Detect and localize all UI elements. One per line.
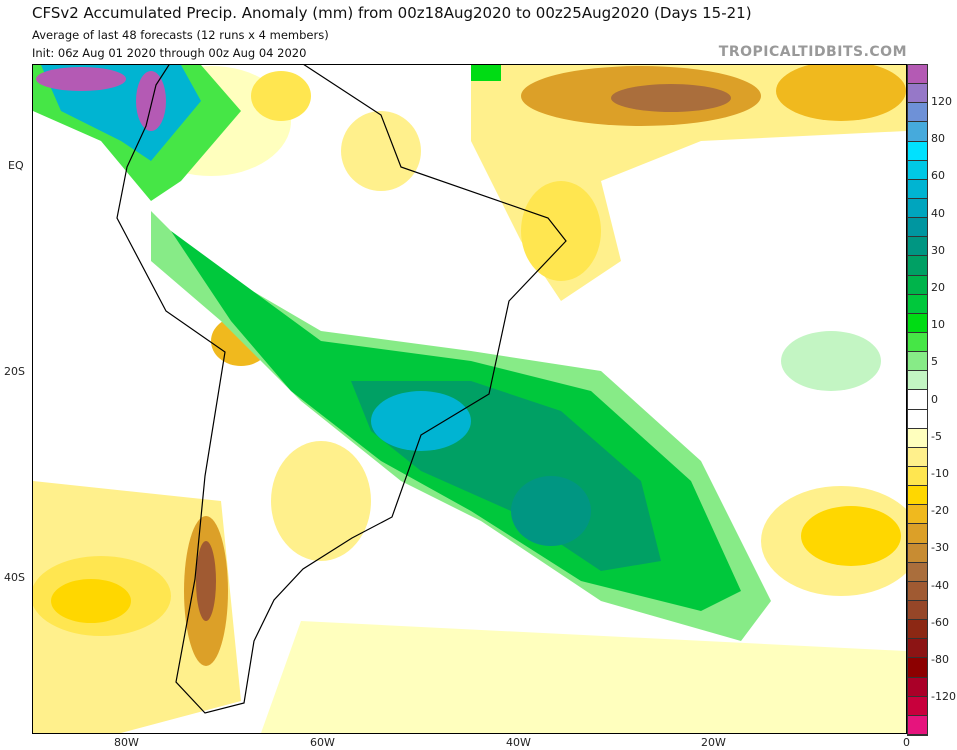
colorbar-swatch [908, 141, 927, 161]
colorbar-swatch [908, 122, 927, 142]
colorbar-swatch [908, 409, 927, 429]
colorbar-label: 20 [931, 281, 945, 294]
colorbar-label: 80 [931, 132, 945, 146]
colorbar-swatch [908, 524, 927, 544]
colorbar-swatch [908, 390, 927, 410]
map-subtitle: Average of last 48 forecasts (12 runs x … [32, 28, 329, 42]
lat-label-20s: 20S [4, 365, 25, 378]
colorbar-label: 30 [931, 243, 945, 257]
colorbar-swatch [908, 256, 927, 276]
init-time: Init: 06z Aug 01 2020 through 00z Aug 04… [32, 46, 307, 60]
colorbar-swatch [908, 639, 927, 659]
lon-label-60w: 60W [310, 736, 335, 749]
colorbar [907, 64, 928, 736]
colorbar-swatch [908, 103, 927, 123]
colorbar-label: 10 [931, 318, 945, 332]
colorbar-label: -30 [931, 541, 949, 555]
precip-anomaly-map [32, 64, 907, 734]
colorbar-swatch [908, 179, 927, 199]
colorbar-label: 0 [931, 392, 938, 406]
lon-label-80w: 80W [114, 736, 139, 749]
brand-watermark: TROPICALTIDBITS.COM [718, 44, 907, 60]
colorbar-label: -5 [931, 429, 942, 443]
lon-label-40w: 40W [506, 736, 531, 749]
map-title: CFSv2 Accumulated Precip. Anomaly (mm) f… [32, 4, 752, 22]
lon-label-20w: 20W [701, 736, 726, 749]
wet-anomaly-regions [33, 65, 881, 641]
colorbar-swatch [908, 160, 927, 180]
lat-label-40s: 40S [4, 571, 25, 584]
lat-label-eq: EQ [8, 159, 24, 172]
colorbar-swatch [908, 562, 927, 582]
colorbar-label: 40 [931, 206, 945, 220]
colorbar-swatch [908, 677, 927, 697]
colorbar-swatch [908, 218, 927, 238]
colorbar-swatch [908, 447, 927, 467]
colorbar-swatch [908, 428, 927, 448]
colorbar-swatch [908, 237, 927, 257]
colorbar-label: -40 [931, 578, 949, 592]
colorbar-label: 5 [931, 355, 938, 369]
colorbar-swatch [908, 505, 927, 525]
colorbar-swatch [908, 294, 927, 314]
colorbar-swatch [908, 543, 927, 563]
colorbar-label: -10 [931, 467, 949, 480]
colorbar-swatch [908, 620, 927, 640]
colorbar-swatch [908, 371, 927, 391]
colorbar-label: -80 [931, 653, 949, 666]
colorbar-swatch [908, 658, 927, 678]
colorbar-swatch [908, 581, 927, 601]
colorbar-swatch [908, 84, 927, 104]
colorbar-label: 60 [931, 169, 945, 183]
colorbar-swatch [908, 275, 927, 295]
colorbar-swatch [908, 313, 927, 333]
colorbar-label: -60 [931, 615, 949, 629]
south-america-coastline [116, 65, 567, 714]
colorbar-swatch [908, 332, 927, 353]
colorbar-swatch [908, 466, 927, 487]
lon-label-0: 0 [903, 736, 910, 749]
colorbar-label: 120 [931, 95, 952, 108]
colorbar-label: -120 [931, 690, 956, 704]
colorbar-swatch [908, 352, 927, 372]
colorbar-swatch [908, 198, 927, 219]
colorbar-swatch [908, 65, 927, 85]
colorbar-label: -20 [931, 504, 949, 518]
colorbar-swatch [908, 486, 927, 506]
colorbar-swatch [908, 715, 927, 735]
colorbar-swatch [908, 696, 927, 716]
colorbar-swatch [908, 600, 927, 621]
